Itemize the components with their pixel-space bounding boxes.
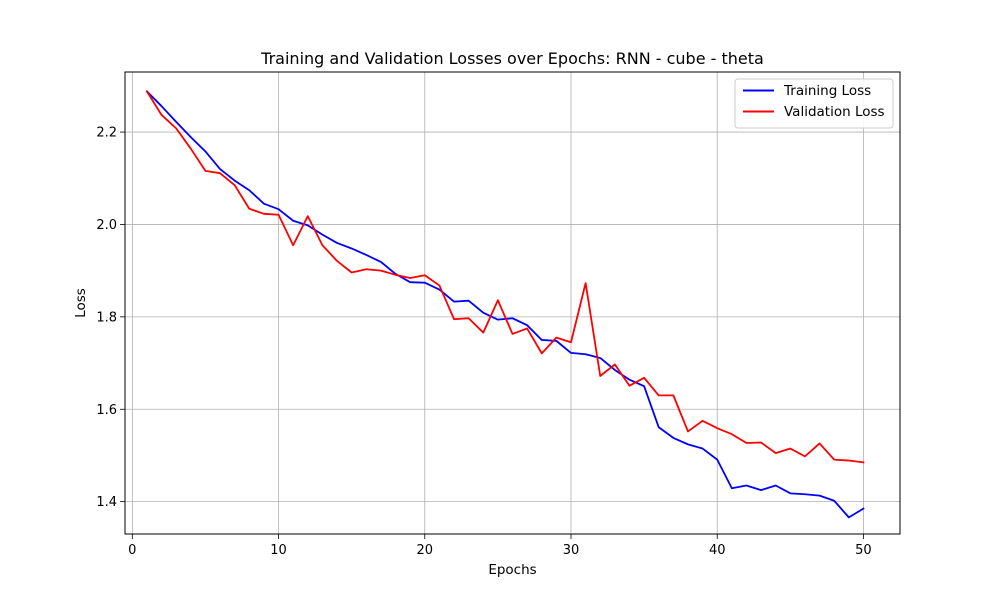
legend-label-training-loss: Training Loss: [783, 83, 871, 99]
y-axis-label: Loss: [73, 288, 89, 318]
y-tick-label: 1.4: [96, 495, 117, 510]
x-tick-label: 30: [563, 543, 580, 558]
x-tick-label: 10: [270, 543, 287, 558]
axis-ticks: 0 10 20 30 40 50 1.4 1.6 1.8 2.0 2.2: [96, 126, 871, 558]
y-tick-label: 1.6: [96, 403, 117, 418]
series-line-validation-loss: [145, 90, 865, 464]
x-tick-label: 20: [416, 543, 433, 558]
x-tick-label: 40: [709, 543, 726, 558]
legend-box: [734, 78, 894, 129]
x-tick-label: 50: [855, 543, 872, 558]
y-tick-label: 2.2: [96, 126, 117, 141]
chart-title: Training and Validation Losses over Epoc…: [260, 49, 764, 68]
grid-lines: [125, 72, 900, 534]
series-lines: [145, 90, 865, 519]
x-tick-label: 0: [128, 543, 136, 558]
y-tick-label: 1.8: [96, 310, 117, 325]
y-tick-label: 2.0: [96, 218, 117, 233]
plot-frame: [124, 71, 901, 535]
legend: Training Loss Validation Loss: [734, 78, 894, 129]
x-axis-label: Epochs: [488, 562, 536, 578]
legend-label-validation-loss: Validation Loss: [784, 104, 885, 120]
